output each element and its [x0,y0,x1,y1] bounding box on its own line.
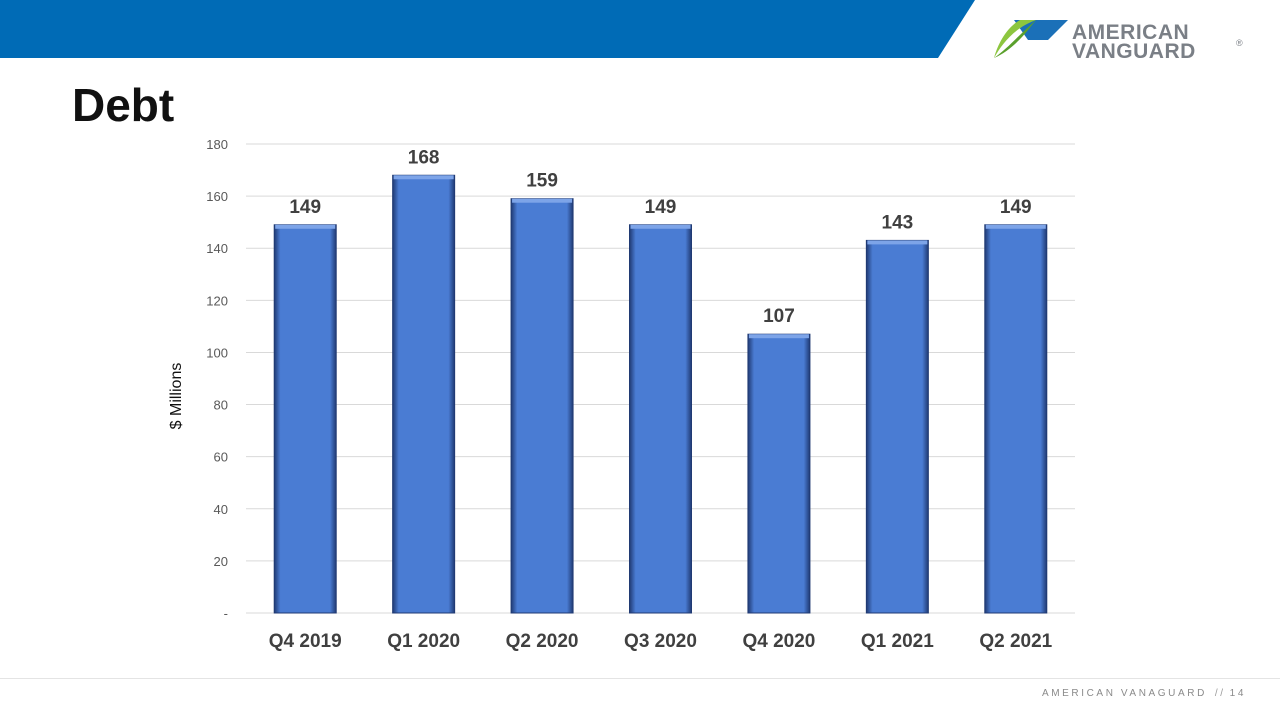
bar-top-highlight [512,198,573,203]
footer-divider [0,678,1280,679]
data-label: 149 [289,197,321,218]
footer-company: AMERICAN VANAGUARD [1041,688,1207,699]
bar [984,224,1048,614]
bar-top-highlight [275,224,336,229]
data-label: 149 [645,197,677,218]
y-tick-label: 20 [214,554,228,569]
company-logo: AMERICAN VANGUARD ® [990,14,1250,62]
logo-text-line1: AMERICAN [1072,21,1190,44]
x-tick-label: Q2 2020 [506,631,579,652]
bar [273,224,337,614]
data-label: 149 [1000,197,1032,218]
x-tick-label: Q3 2020 [624,631,697,652]
bar-top-highlight [748,334,809,339]
registered-mark: ® [1236,38,1243,48]
bar-top-highlight [867,240,928,245]
y-tick-label: 120 [206,293,228,308]
bar-top-highlight [393,175,454,180]
y-tick-label: 160 [206,189,228,204]
y-tick-label: 100 [206,345,228,360]
y-axis-label: $ Millions [168,363,185,430]
y-tick-label: 140 [206,241,228,256]
x-tick-label: Q2 2021 [979,631,1052,652]
x-tick-label: Q1 2021 [861,631,934,652]
y-tick-label: 40 [214,502,228,517]
bar [747,333,811,614]
bar [629,224,692,614]
footer: AMERICAN VANAGUARD //14 [1042,688,1246,699]
data-label: 143 [882,212,914,233]
y-tick-label: 180 [206,137,228,152]
footer-separator: // [1214,688,1226,699]
bar-top-highlight [985,224,1046,229]
x-tick-label: Q1 2020 [387,631,460,652]
bar-top-highlight [630,224,691,229]
bar [392,174,456,614]
y-tick-label: 60 [214,450,228,465]
bar [865,239,929,614]
bar [510,198,574,614]
header-banner [0,0,975,58]
american-vanguard-logo-icon [994,20,1068,58]
data-label: 159 [526,171,558,192]
data-label: 168 [408,147,440,168]
x-tick-label: Q4 2019 [269,631,342,652]
logo-text-line2: VANGUARD [1072,40,1196,63]
y-tick-label: - [224,606,228,621]
page-number: 14 [1229,688,1246,699]
y-tick-label: 80 [214,398,228,413]
page-title: Debt [72,79,175,131]
x-tick-label: Q4 2020 [742,631,815,652]
data-label: 107 [763,306,795,327]
